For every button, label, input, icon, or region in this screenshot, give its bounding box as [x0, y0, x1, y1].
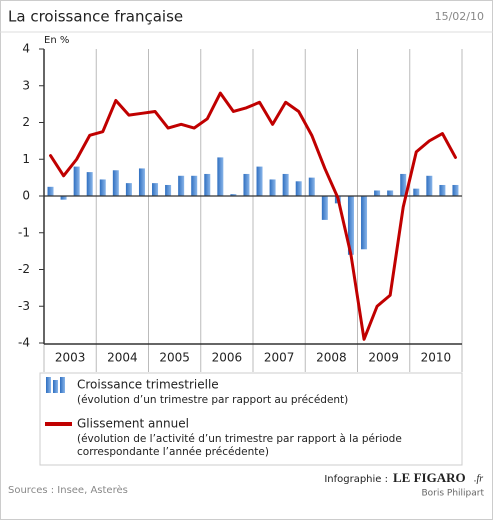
- bar: [204, 173, 211, 196]
- legend-label: Glissement annuel: [77, 417, 189, 431]
- y-tick-label: 1: [22, 152, 30, 166]
- bar: [400, 173, 407, 196]
- bar: [282, 173, 289, 196]
- y-tick-label: -1: [18, 225, 30, 239]
- credit: Infographie :: [324, 474, 388, 485]
- date: 15/02/10: [435, 10, 484, 23]
- line: [49, 91, 457, 341]
- legend-note: (évolution d’un trimestre par rapport au…: [77, 394, 348, 406]
- chart-title: La croissance française: [8, 8, 183, 26]
- x-tick-label: 2007: [264, 351, 295, 365]
- legend-label: Croissance trimestrielle: [77, 378, 219, 392]
- source: Sources : Insee, Asterès: [8, 484, 128, 496]
- bar: [86, 172, 93, 196]
- bar: [138, 168, 145, 196]
- bar: [439, 184, 446, 196]
- legend-swatch: [46, 377, 51, 393]
- bar: [413, 188, 420, 196]
- bar: [243, 173, 250, 196]
- y-tick-label: -3: [18, 299, 30, 313]
- bar: [230, 194, 237, 196]
- bar: [165, 184, 172, 196]
- bar: [99, 179, 106, 196]
- bar: [191, 175, 198, 196]
- x-tick-label: 2010: [421, 351, 452, 365]
- x-tick-label: 2005: [159, 351, 190, 365]
- x-tick-label: 2004: [107, 351, 138, 365]
- bar: [112, 170, 119, 196]
- y-tick-label: -4: [18, 336, 30, 350]
- legend-note: correspondante l’année précédente): [77, 446, 269, 458]
- legend-swatch: [53, 380, 58, 393]
- brand-suffix: .fr: [474, 473, 483, 484]
- x-tick-label: 2008: [316, 351, 347, 365]
- bar: [347, 196, 354, 255]
- bar: [256, 166, 263, 196]
- bar: [426, 175, 433, 196]
- bar: [321, 196, 328, 220]
- bar: [73, 166, 80, 196]
- y-tick-label: -2: [18, 262, 30, 276]
- bar: [47, 186, 54, 196]
- bar: [60, 196, 67, 200]
- bar: [125, 183, 132, 196]
- x-tick-label: 2009: [368, 351, 399, 365]
- author: Boris Philipart: [421, 489, 484, 499]
- bar: [152, 183, 159, 196]
- bar: [295, 181, 302, 196]
- legend-swatch: [60, 377, 65, 393]
- y-tick-label: 0: [22, 189, 30, 203]
- bar: [308, 177, 315, 196]
- bar: [361, 196, 368, 250]
- legend-note: (évolution de l’activité d’un trimestre …: [77, 433, 402, 445]
- x-tick-label: 2006: [212, 351, 243, 365]
- x-tick-label: 2003: [55, 351, 86, 365]
- y-axis-label: En %: [44, 35, 69, 46]
- bar: [452, 184, 459, 196]
- bar: [374, 190, 381, 196]
- y-tick-label: 4: [22, 42, 30, 56]
- brand: LE FIGARO: [393, 470, 466, 485]
- y-tick-label: 2: [22, 115, 30, 129]
- bar: [178, 175, 185, 196]
- legend-box: [39, 372, 463, 466]
- bar: [269, 179, 276, 196]
- bar: [217, 157, 224, 196]
- bar: [387, 190, 394, 196]
- y-tick-label: 3: [22, 78, 30, 92]
